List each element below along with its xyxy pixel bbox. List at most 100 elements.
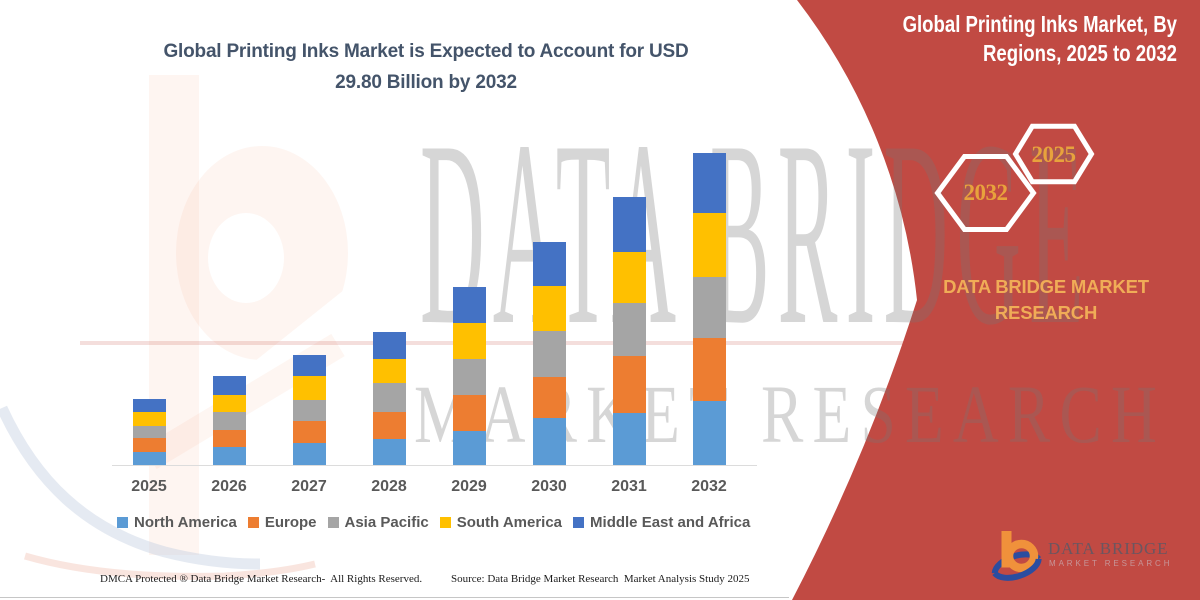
bar-segment-2030-middle-east-and-africa [532,241,566,286]
bar-segment-2029-asia-pacific [452,358,486,395]
hexagon-2032 [934,154,1037,232]
bar-segment-2028-asia-pacific [372,383,406,412]
legend-swatch [573,517,585,528]
bar-segment-2030-europe [532,376,566,419]
x-axis-label-2026: 2026 [211,478,247,495]
x-axis-label-2027: 2027 [291,478,327,495]
bar-segment-2026-south-america [212,395,246,413]
bar-segment-2027-middle-east-and-africa [292,354,326,377]
bar-segment-2028-north-america [372,439,406,466]
legend-swatch [327,517,339,528]
bar-segment-2030-asia-pacific [532,331,566,377]
bar-segment-2027-north-america [292,442,326,466]
legend-swatch [247,517,259,528]
hexagon-label-2025: 2025 [1031,142,1077,167]
right-panel-title-line2: Regions, 2025 to 2032 [983,39,1177,66]
legend-item-north-america: North America [117,514,237,531]
bar-2029 [452,287,486,466]
bar-2025 [132,398,166,466]
bar-segment-2029-europe [452,394,486,431]
logo-swoosh-front [992,558,1042,581]
bar-2031 [612,196,646,466]
x-axis-label-2025: 2025 [131,478,167,495]
bar-segment-2029-south-america [452,322,486,359]
bar-segment-2027-asia-pacific [292,399,326,421]
watermark-b-bowl-cut [226,263,404,417]
bar-segment-2032-north-america [692,401,726,466]
bar-segment-2025-north-america [132,451,166,466]
x-axis-label-2031: 2031 [611,478,647,495]
watermark-swoosh-blue [0,405,261,570]
legend-label: North America [134,514,237,531]
legend-label: Europe [264,514,317,531]
legend-label: South America [456,514,563,531]
bar-segment-2030-north-america [532,418,566,467]
bar-segment-2032-asia-pacific [692,276,726,338]
hexagon-label-2032: 2032 [963,180,1009,205]
bar-2032 [692,153,726,466]
bar-segment-2025-asia-pacific [132,426,166,439]
bar-segment-2025-europe [132,438,166,452]
bar-segment-2032-middle-east-and-africa [692,153,726,214]
legend-swatch [439,517,451,528]
bar-segment-2031-middle-east-and-africa [612,196,646,253]
x-axis-label-2029: 2029 [451,478,487,495]
bar-segment-2032-europe [692,338,726,401]
legend-label: Asia Pacific [344,514,429,531]
bar-segment-2028-south-america [372,359,406,384]
bar-segment-2026-asia-pacific [212,412,246,430]
footer-dmca: DMCA Protected ® Data Bridge Market Rese… [100,573,423,585]
watermark-b-stem [149,75,199,555]
hexagon-2025 [1012,123,1095,185]
bar-segment-2028-europe [372,411,406,440]
logo-subtitle: MARKET RESEARCH [1049,559,1173,568]
bar-segment-2031-north-america [612,412,646,466]
chart-title-line2: 29.80 Billion by 2032 [335,72,517,93]
right-panel-title: Global Printing Inks Market, By Regions,… [845,10,1177,67]
bar-segment-2026-europe [212,429,246,448]
legend-item-asia-pacific: Asia Pacific [327,514,429,531]
bar-segment-2027-europe [292,420,326,443]
bar-segment-2025-south-america [132,412,166,427]
bar-segment-2030-south-america [532,286,566,332]
chart-title: Global Printing Inks Market is Expected … [115,36,737,98]
watermark-swoosh-red [24,552,316,580]
bar-2028 [372,331,406,466]
chart-legend: North America Europe Asia Pacific South Ame… [117,514,750,531]
legend-item-middle-east-and-africa: Middle East and Africa [573,514,750,531]
bar-segment-2028-middle-east-and-africa [372,331,406,360]
footer-source: Source: Data Bridge Market Research Mark… [451,573,750,585]
x-axis-label-2032: 2032 [691,478,727,495]
right-panel-title-line1: Global Printing Inks Market, By [902,11,1177,37]
logo-b-bowl [1004,539,1039,573]
bar-segment-2032-south-america [692,213,726,277]
bar-2030 [532,241,566,467]
brand-text: DATA BRIDGE MARKET RESEARCH [896,274,1196,326]
x-axis-line [112,465,757,466]
bar-segment-2027-south-america [292,376,326,400]
footer-divider-line [0,597,789,598]
x-axis-label-2030: 2030 [531,478,567,495]
legend-item-europe: Europe [247,514,317,531]
brand-text-line2: RESEARCH [994,302,1098,323]
hexagon-group [934,123,1095,232]
brand-text-line1: DATA BRIDGE MARKET [943,276,1149,297]
watermark-b-bowl-counter [208,213,284,303]
bar-segment-2031-europe [612,355,646,413]
bar-segment-2031-south-america [612,252,646,303]
bar-segment-2029-north-america [452,430,486,466]
red-side-panel [792,0,1200,600]
bar-segment-2031-asia-pacific [612,302,646,356]
bar-segment-2029-middle-east-and-africa [452,287,486,323]
watermark-line1: DATA BRIDGE [420,87,1092,380]
bar-segment-2026-north-america [212,447,246,467]
logo-icon [991,531,1042,581]
bar-2026 [212,376,246,467]
chart-title-line1: Global Printing Inks Market is Expected … [163,41,689,62]
bar-2027 [292,354,326,466]
logo-name: DATA BRIDGE [1048,539,1169,558]
legend-swatch [117,517,128,528]
